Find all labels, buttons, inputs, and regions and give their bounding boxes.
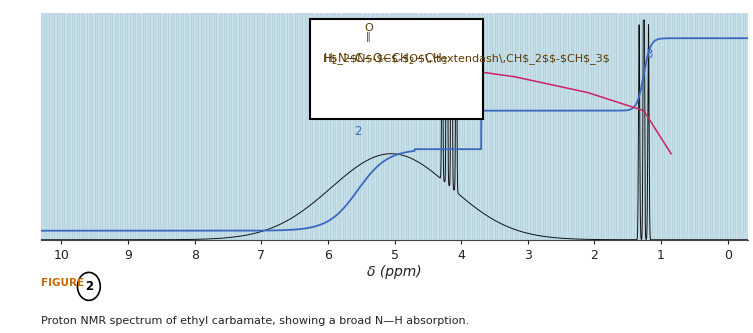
Text: O: O (364, 23, 373, 33)
FancyBboxPatch shape (309, 19, 483, 119)
Text: 3: 3 (645, 48, 653, 61)
Text: 2: 2 (354, 125, 361, 138)
Text: 2: 2 (85, 280, 93, 293)
Text: Proton NMR spectrum of ethyl carbamate, showing a broad N—H absorption.: Proton NMR spectrum of ethyl carbamate, … (41, 316, 470, 326)
X-axis label: δ (ppm): δ (ppm) (367, 264, 422, 279)
Text: H$_2$N$-\!$C$-$O$-$CH$_2$$-$CH$_3$: H$_2$N$-\!$C$-$O$-$CH$_2$$-$CH$_3$ (322, 52, 447, 67)
Text: H$_2$N$-$C$-$O$\,\textendash\,CH$_2$$-$CH$_3$: H$_2$N$-$C$-$O$\,\textendash\,CH$_2$$-$C… (322, 53, 610, 64)
Text: 2: 2 (452, 91, 459, 104)
Text: ∥: ∥ (366, 32, 371, 42)
Text: FIGURE: FIGURE (41, 278, 84, 288)
